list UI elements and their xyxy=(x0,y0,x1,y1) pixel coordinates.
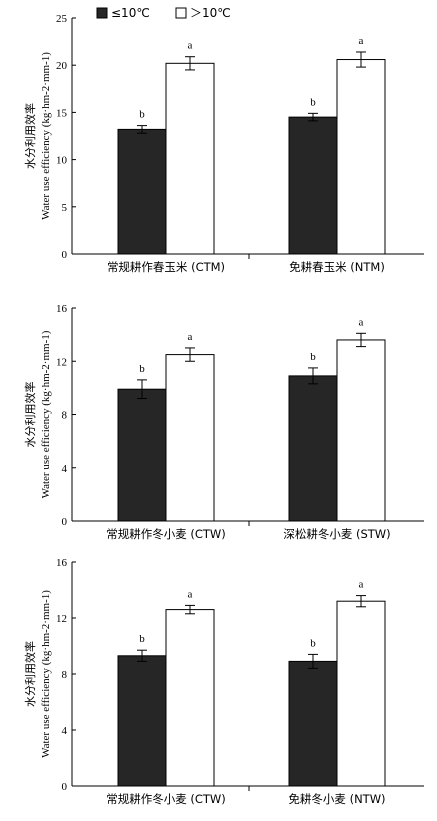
bar xyxy=(165,62,215,255)
y-tick-label: 8 xyxy=(62,410,68,422)
bar xyxy=(117,128,167,255)
bar xyxy=(165,354,215,522)
bar xyxy=(288,116,338,255)
significance-label: a xyxy=(188,40,193,52)
y-tick-label: 0 xyxy=(62,249,68,261)
category-label: 常规耕作春玉米 (CTM) xyxy=(107,260,225,274)
legend: ≤10℃ ＞10℃ xyxy=(96,6,231,20)
bar xyxy=(336,339,386,522)
y-tick-label: 25 xyxy=(56,13,68,25)
bar xyxy=(288,375,338,522)
y-axis-label-en: Water use efficiency (kg·hm-2·mm-1) xyxy=(40,52,52,220)
y-tick-label: 12 xyxy=(56,356,67,368)
significance-label: a xyxy=(359,316,364,328)
significance-label: b xyxy=(139,109,145,121)
y-axis-label-cn: 水分利用效率 xyxy=(23,382,37,448)
y-tick-label: 16 xyxy=(56,303,68,315)
significance-label: a xyxy=(188,588,193,600)
y-tick-label: 16 xyxy=(56,557,68,569)
category-label: 免耕春玉米 (NTM) xyxy=(289,260,385,274)
significance-label: a xyxy=(359,35,364,47)
y-axis-label-cn: 水分利用效率 xyxy=(23,103,37,169)
y-tick-label: 4 xyxy=(62,725,68,737)
significance-label: b xyxy=(139,633,145,645)
chart-panel-1: 0 5 10 15 20 25 水分利用效率 Water use efficiency (kg… xyxy=(23,13,424,274)
y-tick-label: 12 xyxy=(56,613,67,625)
y-tick-label: 0 xyxy=(62,781,68,793)
y-tick-label: 0 xyxy=(62,516,68,528)
significance-label: a xyxy=(188,331,193,343)
significance-label: b xyxy=(310,96,316,108)
significance-label: b xyxy=(310,351,316,363)
y-tick-label: 5 xyxy=(62,202,68,214)
y-tick-label: 8 xyxy=(62,669,68,681)
category-label: 常规耕作冬小麦 (CTW) xyxy=(106,792,226,806)
category-label: 常规耕作冬小麦 (CTW) xyxy=(106,527,226,541)
legend-label-gt10: ＞10℃ xyxy=(190,6,231,20)
category-label: 深松耕冬小麦 (STW) xyxy=(283,527,390,541)
y-axis-label-en: Water use efficiency (kg·hm-2·mm-1) xyxy=(40,590,52,758)
y-axis-label-cn: 水分利用效率 xyxy=(23,641,37,707)
bar xyxy=(117,388,167,522)
bar xyxy=(117,655,167,787)
bar xyxy=(336,59,386,255)
y-tick-label: 15 xyxy=(56,107,68,119)
bar xyxy=(165,609,215,787)
legend-swatch-le10 xyxy=(96,7,108,19)
bar xyxy=(336,600,386,787)
y-axis-label-en: Water use efficiency (kg·hm-2·mm-1) xyxy=(40,330,52,498)
significance-label: b xyxy=(310,637,316,649)
legend-label-le10: ≤10℃ xyxy=(111,6,150,20)
y-tick-label: 10 xyxy=(56,155,68,167)
category-label: 免耕冬小麦 (NTW) xyxy=(288,792,385,806)
chart-panel-2: 0 4 8 12 16 水分利用效率 Water use efficiency (kg·hm… xyxy=(23,303,424,541)
chart-panel-3: 0 4 8 12 16 水分利用效率 Water use efficiency (kg·hm… xyxy=(23,557,424,806)
bar xyxy=(288,660,338,787)
significance-label: a xyxy=(359,579,364,591)
legend-swatch-gt10 xyxy=(175,7,187,19)
y-tick-label: 20 xyxy=(56,60,68,72)
significance-label: b xyxy=(139,363,145,375)
y-tick-label: 4 xyxy=(62,463,68,475)
